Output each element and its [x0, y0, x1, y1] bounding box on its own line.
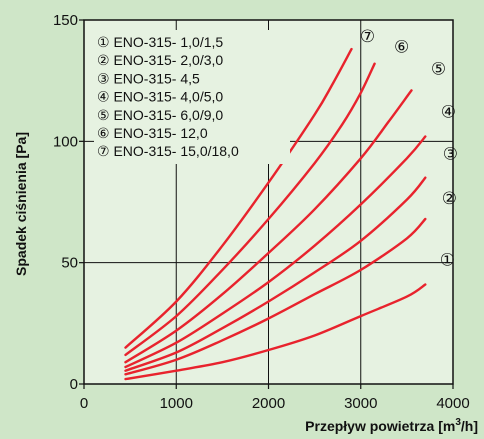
y-tick-labels: 0 50 100 150 [53, 12, 78, 393]
y-axis-title: Spadek ciśnienia [Pa] [13, 132, 29, 276]
x-tick-label: 1000 [160, 395, 193, 412]
legend-entry-5: ⑤ ENO-315- 6,0/9,0 [97, 107, 223, 123]
legend-entry-6: ⑥ ENO-315- 12,0 [97, 125, 208, 141]
series-marker-2: ② [442, 189, 457, 208]
series-line-4 [124, 135, 427, 369]
x-tick-label: 3000 [344, 395, 377, 412]
series-marker-3: ③ [443, 145, 458, 164]
series-lines [124, 47, 427, 381]
x-tick-labels: 0 1000 2000 3000 4000 [80, 395, 470, 412]
legend-entry-1: ① ENO-315- 1,0/1,5 [97, 34, 223, 50]
legend-entry-3: ③ ENO-315- 4,5 [97, 70, 200, 86]
x-axis-title: Przepływ powietrza [m3/h] [305, 417, 478, 434]
series-line-1 [124, 283, 427, 381]
series-markers: ① ② ③ ④ ⑤ ⑥⑦ [360, 27, 458, 269]
y-tick-label: 150 [53, 12, 78, 29]
legend-entry-7: ⑦ ENO-315- 15,0/18,0 [97, 143, 239, 159]
series-line-3 [124, 176, 427, 372]
series-marker-7: ⑦ [360, 27, 375, 46]
series-line-2 [124, 217, 427, 376]
x-tick-label: 2000 [252, 395, 285, 412]
legend-background [94, 30, 290, 164]
x-tick-label: 0 [80, 395, 88, 412]
series-line-6 [124, 62, 376, 357]
y-tick-label: 100 [53, 133, 78, 150]
series-line-5 [124, 89, 413, 364]
legend-entry-4: ④ ENO-315- 4,0/5,0 [97, 89, 223, 105]
series-marker-5: ⑤ [431, 59, 446, 78]
legend-entry-2: ② ENO-315- 2,0/3,0 [97, 52, 223, 68]
y-tick-label: 50 [61, 255, 78, 272]
series-marker-1: ① [440, 251, 455, 270]
legend: ① ENO-315- 1,0/1,5 ② ENO-315- 2,0/3,0 ③ EN… [94, 30, 290, 164]
x-tick-label: 4000 [436, 395, 469, 412]
series-line-7 [124, 47, 353, 349]
series-marker-4: ④ [441, 102, 456, 121]
series-marker-6: ⑥ [394, 38, 409, 57]
y-tick-label: 0 [70, 376, 78, 393]
